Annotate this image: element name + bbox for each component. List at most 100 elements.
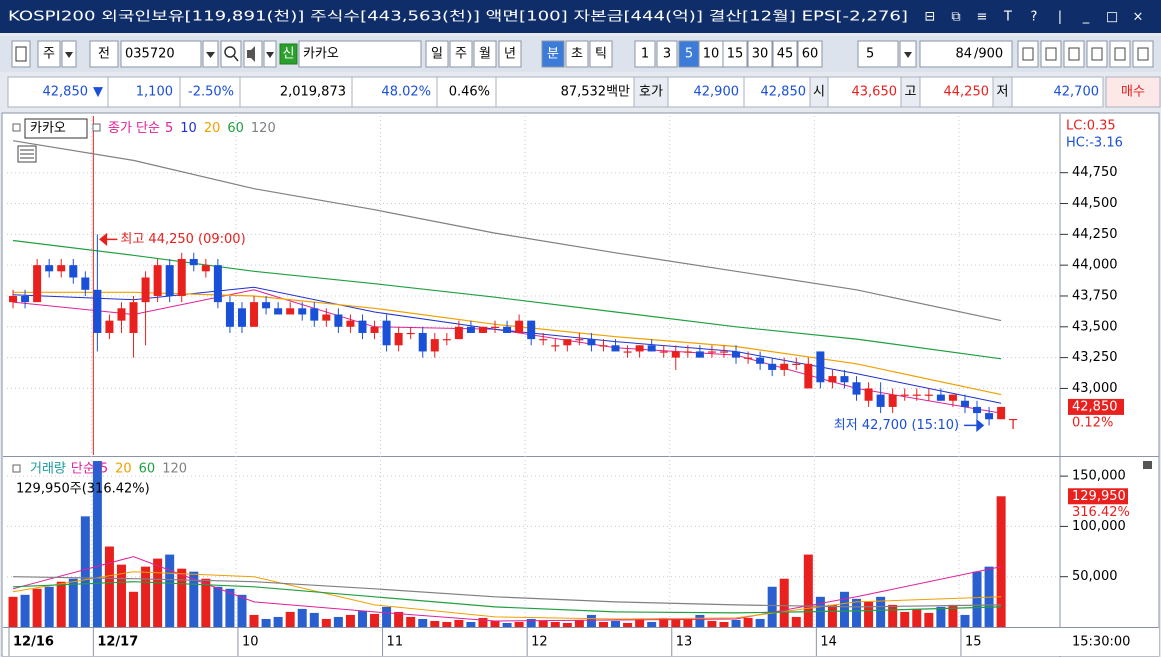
count-select[interactable] [857, 40, 899, 68]
window-icon[interactable]: ? [1031, 10, 1038, 25]
interval-label[interactable]: 5 [685, 47, 693, 62]
candle-body [647, 345, 656, 352]
window-icon[interactable]: ⊟ [925, 10, 936, 25]
y-tick-label: 43,250 [1072, 350, 1118, 365]
quote-low-label: 저 [997, 85, 1009, 100]
legend-entry[interactable]: 10 [180, 121, 197, 136]
market-select[interactable] [37, 40, 61, 68]
x-tick-label: 15 [965, 635, 982, 650]
interval-button[interactable] [797, 40, 823, 68]
order-button[interactable] [1105, 76, 1161, 108]
dropdown-arrow [266, 52, 274, 58]
volume-bar [924, 612, 934, 627]
interval-label[interactable]: 60 [802, 47, 819, 62]
period-label[interactable]: 주 [455, 47, 467, 62]
last-price-pct: 0.12% [1072, 415, 1113, 430]
legend-entry[interactable]: 5 [100, 462, 108, 477]
volume-bar [586, 614, 596, 627]
legend-entry[interactable]: 20 [115, 462, 132, 477]
interval-button[interactable] [772, 40, 798, 68]
interval-label[interactable]: 10 [703, 47, 720, 62]
volume-bar [526, 618, 536, 627]
legend-entry[interactable]: 5 [165, 121, 173, 136]
period-button[interactable] [449, 40, 473, 68]
layout-button[interactable] [11, 40, 31, 68]
legend-entry[interactable]: 20 [204, 121, 221, 136]
period-label[interactable]: 년 [504, 47, 516, 62]
name-input[interactable] [298, 40, 422, 68]
legend-entry[interactable]: 60 [139, 462, 156, 477]
count-input[interactable] [919, 40, 1013, 68]
candle-body [599, 345, 608, 347]
window-icon[interactable]: ≡ [977, 10, 988, 25]
volume-bar [116, 564, 126, 627]
candle-body [165, 265, 174, 296]
window-icon[interactable]: □ [1106, 10, 1118, 25]
legend-name-box[interactable] [24, 118, 88, 139]
period-button[interactable] [541, 40, 565, 68]
quote-open: 43,650 [852, 85, 898, 100]
volume-bar [490, 620, 500, 627]
code-input[interactable] [120, 40, 202, 68]
period-label[interactable]: 초 [571, 47, 583, 62]
interval-label[interactable]: 1 [641, 47, 649, 62]
period-button[interactable] [498, 40, 522, 68]
dropdown-arrow [904, 52, 912, 58]
legend-entry[interactable]: 60 [227, 121, 244, 136]
search-button[interactable] [220, 40, 242, 68]
interval-label[interactable]: 45 [777, 47, 794, 62]
x-tick-label: 14 [820, 635, 837, 650]
tool-icon [1114, 47, 1126, 61]
volume-bar [839, 591, 849, 627]
period-label[interactable]: 분 [547, 47, 559, 62]
period-button[interactable] [589, 40, 613, 68]
candle-body [322, 314, 331, 321]
tool-button[interactable] [1086, 40, 1108, 68]
legend-entry[interactable]: 120 [162, 462, 187, 477]
window-icon[interactable]: | [1058, 10, 1062, 25]
period-button[interactable] [473, 40, 497, 68]
interval-label[interactable]: 15 [727, 47, 744, 62]
quote-action[interactable]: 매수 [1121, 85, 1145, 100]
interval-button[interactable] [698, 40, 724, 68]
period-label[interactable]: 틱 [595, 47, 607, 62]
volume-bar [623, 622, 633, 627]
volume-bar [562, 622, 572, 627]
tool-icon [1022, 47, 1034, 61]
legend-entry[interactable]: 120 [251, 121, 276, 136]
volume-bar [333, 616, 343, 627]
interval-button[interactable] [722, 40, 748, 68]
quote-cell [495, 76, 635, 108]
period-button[interactable] [565, 40, 589, 68]
window-icon[interactable]: T [1003, 10, 1012, 25]
interval-button[interactable] [656, 40, 678, 68]
window-icon[interactable]: _ [1082, 10, 1090, 25]
volume-bar [767, 586, 777, 627]
time-axis [3, 628, 1159, 656]
volume-bar [56, 581, 66, 627]
tool-button[interactable] [1063, 40, 1085, 68]
volume-bar [129, 591, 139, 627]
tool-button[interactable] [1109, 40, 1131, 68]
tool-icon [1068, 47, 1080, 61]
interval-button[interactable] [747, 40, 773, 68]
volume-bar [225, 588, 235, 627]
window-icon[interactable]: ⧉ [951, 10, 960, 25]
period-label[interactable]: 일 [431, 47, 443, 62]
interval-button[interactable] [634, 40, 656, 68]
interval-label[interactable]: 3 [663, 47, 671, 62]
volume-bar [273, 616, 283, 627]
tool-button[interactable] [1017, 40, 1039, 68]
window-icon[interactable]: × [1133, 10, 1144, 25]
volume-bar [370, 613, 380, 627]
volume-bar [261, 618, 271, 627]
tool-button[interactable] [1040, 40, 1062, 68]
period-label[interactable]: 월 [479, 47, 491, 62]
tool-button[interactable] [1132, 40, 1154, 68]
period-button[interactable] [425, 40, 449, 68]
scope-select[interactable] [89, 40, 119, 68]
interval-label[interactable]: 30 [752, 47, 769, 62]
candle-body [298, 308, 307, 315]
volume-bar [514, 621, 524, 627]
volume-bar [189, 571, 199, 627]
